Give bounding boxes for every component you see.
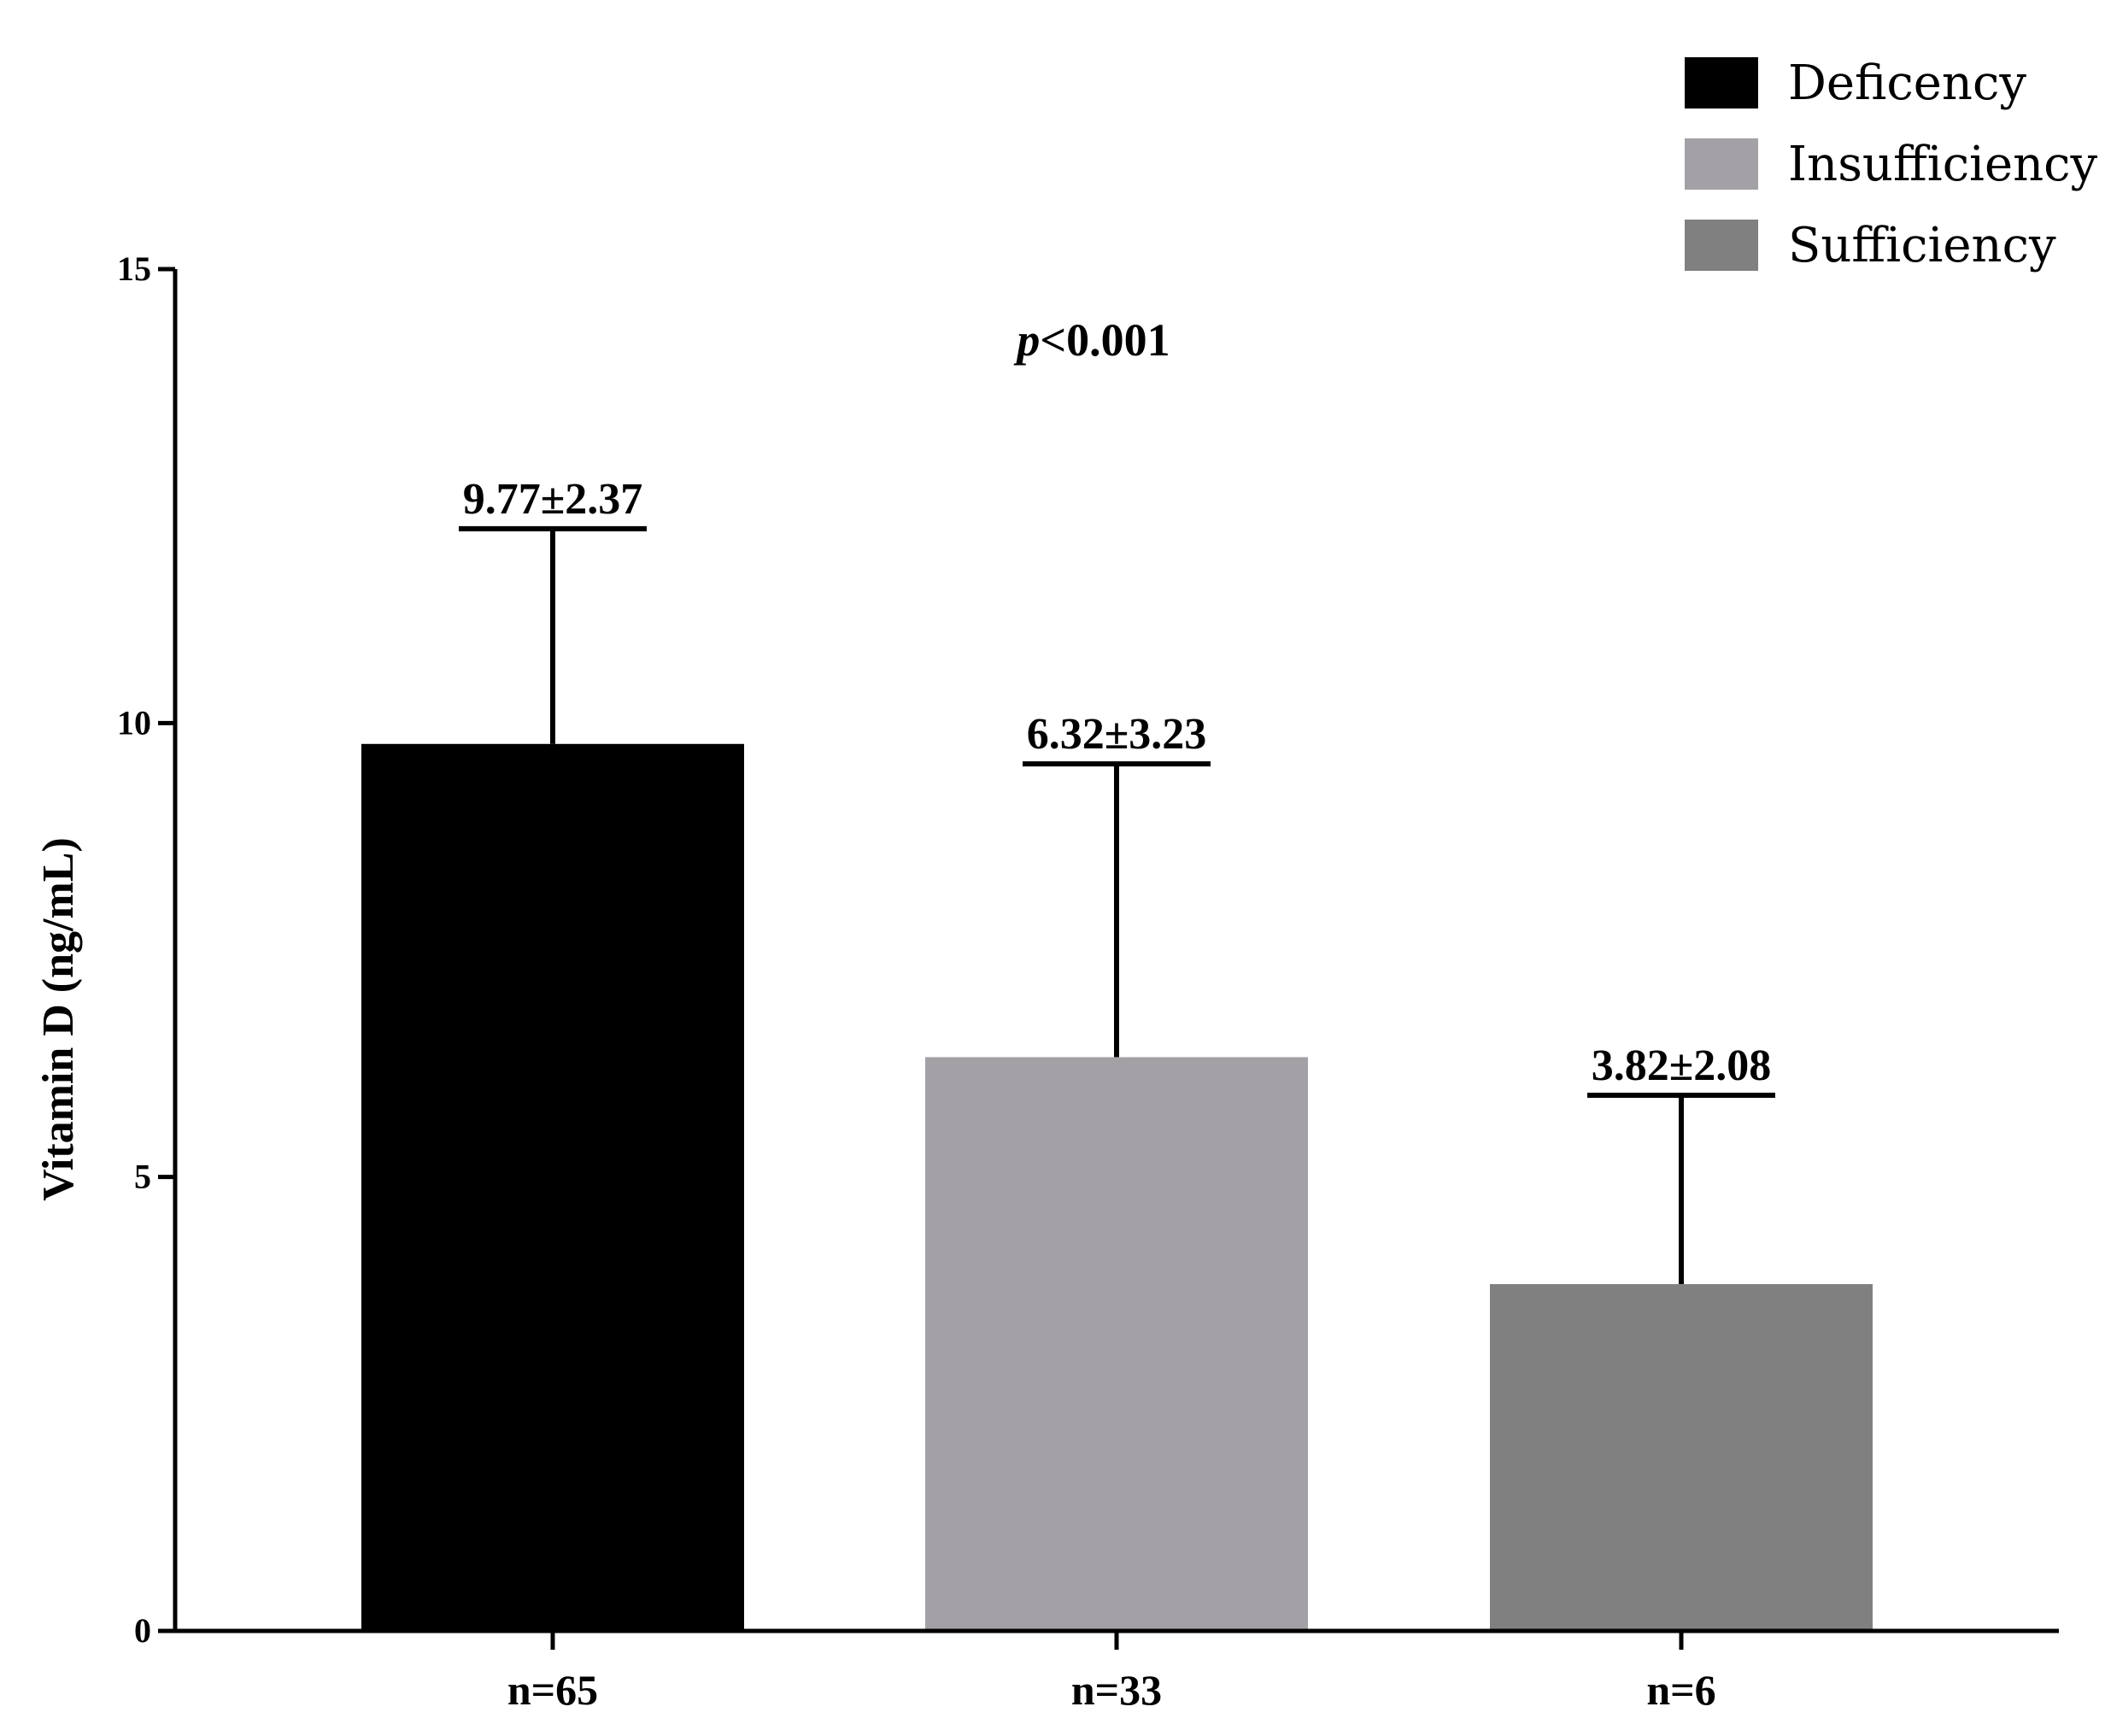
bar-3 bbox=[1490, 1284, 1873, 1631]
axes-layer bbox=[158, 267, 2059, 1650]
y-tick-label-10: 10 bbox=[117, 703, 151, 742]
data-label-2: 6.32±3.23 bbox=[1027, 710, 1207, 759]
legend-label-3: Sufficiency bbox=[1788, 218, 2056, 273]
legend-label-1: Deficency bbox=[1788, 56, 2026, 111]
bars-layer bbox=[361, 743, 1873, 1631]
p-value-threshold: <0.001 bbox=[1040, 314, 1170, 366]
p-value-symbol: p bbox=[1013, 314, 1040, 366]
legend-swatch-1 bbox=[1685, 57, 1758, 108]
bar-1 bbox=[361, 743, 744, 1631]
legend: Deficency Insufficiency Sufficiency bbox=[1685, 56, 2098, 273]
legend-swatch-3 bbox=[1685, 220, 1758, 271]
x-tick-label-1: n=65 bbox=[507, 1666, 598, 1714]
error-bars-layer bbox=[459, 525, 1775, 1285]
x-tick-label-2: n=33 bbox=[1071, 1666, 1162, 1714]
y-tick-label-15: 15 bbox=[117, 249, 151, 288]
y-tick-label-5: 5 bbox=[134, 1158, 151, 1196]
data-label-3: 3.82±2.08 bbox=[1592, 1041, 1772, 1090]
y-tick-label-0: 0 bbox=[134, 1611, 151, 1650]
legend-swatch-2 bbox=[1685, 138, 1758, 190]
y-axis-label: Vitamin D (ng/mL) bbox=[34, 837, 83, 1201]
p-value-annotation: p<0.001 bbox=[1013, 314, 1170, 366]
x-tick-label-3: n=6 bbox=[1646, 1666, 1715, 1714]
legend-label-2: Insufficiency bbox=[1788, 137, 2098, 192]
data-label-1: 9.77±2.37 bbox=[463, 475, 643, 524]
bar-2 bbox=[925, 1057, 1308, 1631]
labels-layer: 9.77±2.37 n=65 6.32±3.23 n=33 3.82±2.08 n=6 0 5… bbox=[117, 249, 1771, 1714]
